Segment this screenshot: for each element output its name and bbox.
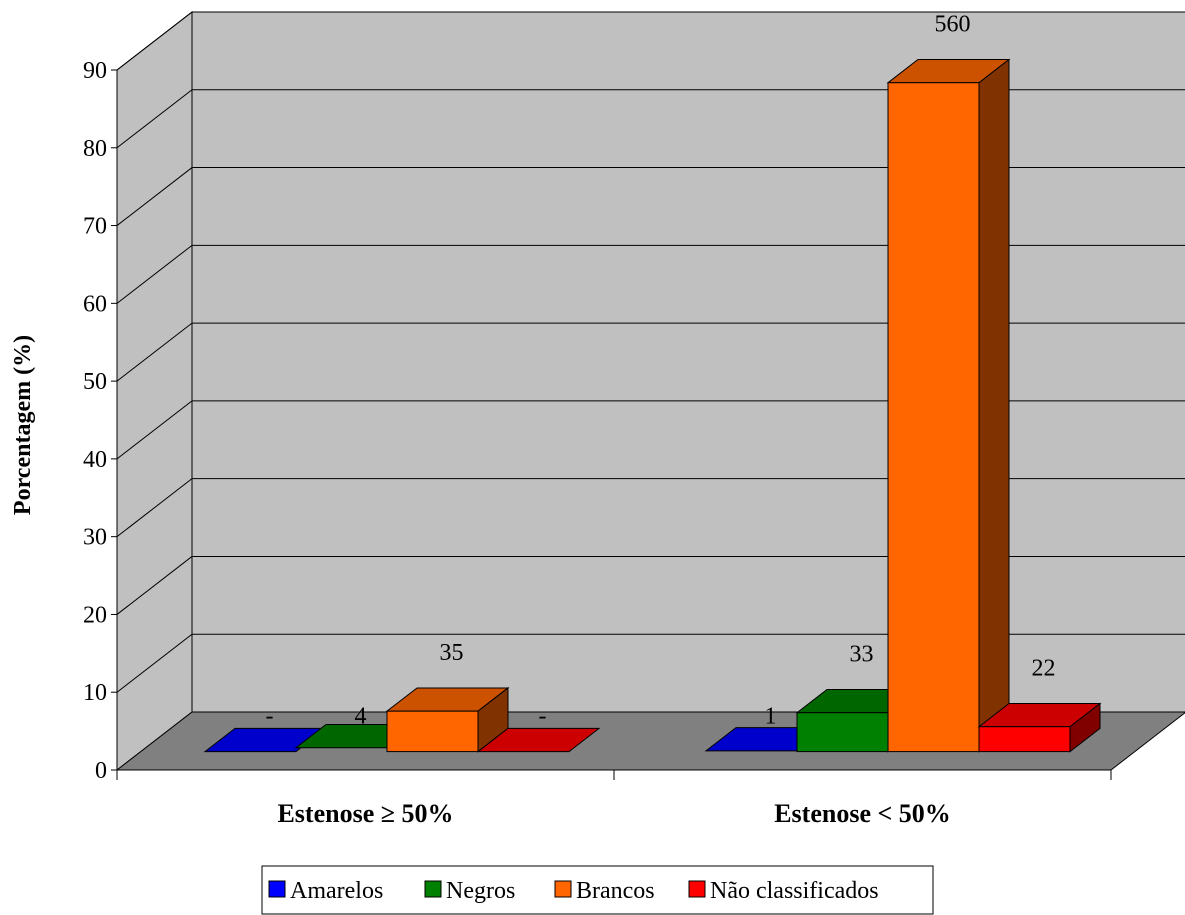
gridline-side: [116, 167, 193, 226]
gridline-side: [116, 478, 193, 538]
y-tick-label: 60: [83, 291, 107, 317]
legend: Amarelos Negros Brancos Não classificados: [261, 865, 934, 915]
data-label: -: [266, 704, 274, 730]
data-label: 1: [765, 704, 777, 730]
bar-top: [476, 727, 601, 753]
legend-swatch: [554, 880, 572, 898]
gridline-side: [116, 322, 193, 382]
legend-box: [261, 865, 934, 915]
y-tick-label: 10: [83, 680, 107, 706]
gridline-side: [116, 244, 193, 304]
back-wall-panel: [191, 11, 1185, 713]
legend-item: Não classificados: [688, 878, 879, 904]
y-tick-label: 80: [83, 136, 107, 162]
legend-label: Amarelos: [290, 878, 383, 904]
y-tick-label: 40: [83, 447, 107, 473]
y-tick-label: 70: [83, 214, 107, 240]
legend-item: Brancos: [554, 878, 655, 904]
legend-item: Amarelos: [268, 878, 383, 904]
bar: [476, 727, 601, 753]
gridline-side: [116, 400, 193, 460]
y-tick-label: 90: [83, 58, 107, 84]
bar-front: [887, 82, 980, 753]
bar-side: [978, 58, 1010, 753]
gridlines: [116, 11, 1185, 693]
data-label: 4: [355, 704, 367, 730]
data-label: 22: [1032, 656, 1056, 682]
legend-swatch: [688, 880, 706, 898]
legend-label: Negros: [446, 878, 515, 904]
data-label: 33: [850, 642, 874, 668]
data-label: 560: [935, 12, 971, 38]
bar-front: [978, 726, 1071, 753]
back-wall: [115, 10, 1185, 772]
legend-swatch: [268, 880, 286, 898]
y-tick-label: 30: [83, 525, 107, 551]
gridline-side: [116, 11, 193, 71]
side-wall-panel: [116, 10, 193, 772]
bar: [977, 702, 1102, 753]
y-axis-title: Porcentagem (%): [10, 335, 36, 515]
gridline-side: [116, 556, 193, 615]
legend-item: Negros: [424, 878, 515, 904]
data-labels: - 4 35 - 1 33 560 22: [266, 12, 1056, 730]
gridline-side: [116, 633, 193, 693]
bar-front: [386, 710, 479, 753]
data-label: 35: [440, 640, 464, 666]
x-category-label: Estenose < 50%: [774, 799, 951, 828]
y-tick-label: 50: [83, 369, 107, 395]
y-tick-label: 0: [95, 758, 107, 784]
x-axis: Estenose ≥ 50% Estenose < 50%: [116, 769, 1112, 828]
bar-front: [796, 712, 889, 753]
x-category-label: Estenose ≥ 50%: [277, 799, 453, 828]
y-tick-label: 20: [83, 602, 107, 628]
legend-label: Brancos: [576, 878, 655, 904]
legend-label: Não classificados: [710, 878, 879, 904]
y-axis: 0 10 20 30 40 50 60 70 80 90: [83, 58, 118, 784]
data-label: -: [539, 704, 547, 730]
bar: [385, 686, 510, 753]
gridline-side: [116, 89, 193, 149]
bars: [203, 58, 1102, 753]
bar: [886, 58, 1011, 753]
legend-swatch: [424, 880, 442, 898]
